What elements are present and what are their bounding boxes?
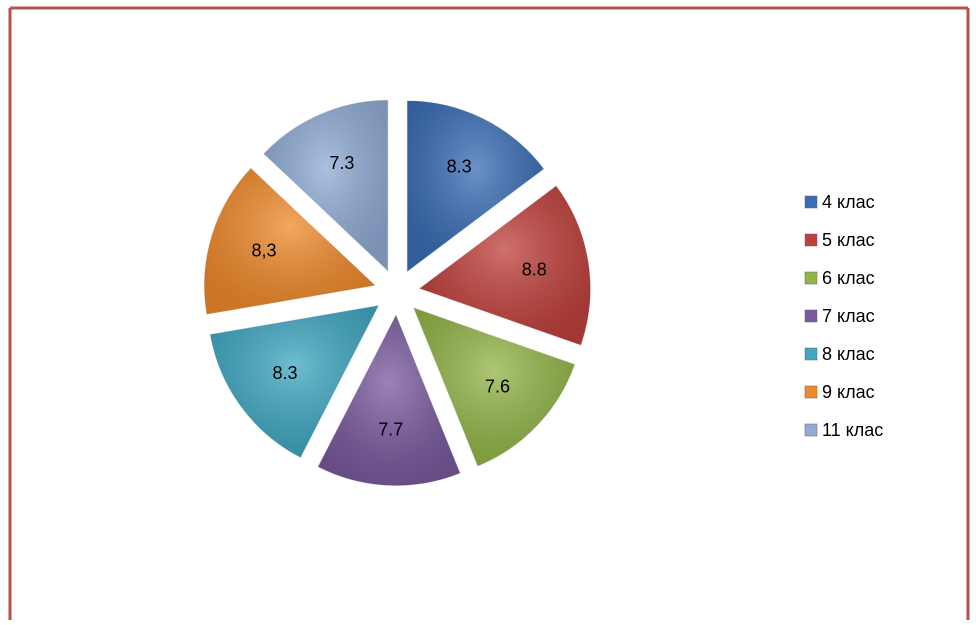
data-label: 8.3	[272, 363, 297, 383]
legend-label: 4 клас	[822, 192, 875, 212]
legend-label: 6 клас	[822, 268, 875, 288]
data-label: 7.6	[485, 377, 510, 397]
data-label: 7.7	[378, 420, 403, 440]
legend-swatch	[804, 385, 818, 399]
legend-swatch	[804, 271, 818, 285]
legend-swatch	[804, 423, 818, 437]
legend-label: 7 клас	[822, 306, 875, 326]
legend-swatch	[804, 347, 818, 361]
data-label: 8,3	[251, 241, 276, 261]
data-label: 8.8	[522, 260, 547, 280]
data-label: 7.3	[329, 153, 354, 173]
legend-swatch	[804, 233, 818, 247]
legend-label: 5 клас	[822, 230, 875, 250]
frame	[8, 6, 970, 620]
legend-swatch	[804, 309, 818, 323]
legend-label: 11 клас	[822, 420, 883, 440]
data-label: 8.3	[447, 156, 472, 176]
legend-label: 8 клас	[822, 344, 875, 364]
legend-swatch	[804, 195, 818, 209]
legend-label: 9 клас	[822, 382, 875, 402]
